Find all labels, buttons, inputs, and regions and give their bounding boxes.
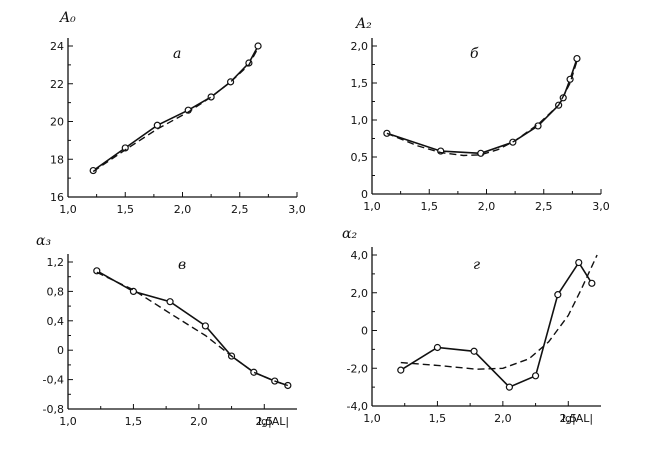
data-point xyxy=(397,366,405,374)
x-tick-label: 2,5 xyxy=(535,200,553,213)
x-tick-label: 1,5 xyxy=(125,415,143,428)
x-tick-label: 1,0 xyxy=(59,415,77,428)
panel-label: г xyxy=(473,257,480,273)
solid-data-line xyxy=(96,270,289,387)
x-tick-label: 1,5 xyxy=(117,203,135,216)
chart-panel-4: 1,0 1,5 2,0 2,5 -4,0 -2,0 0 2,0 4,0 α₂ г lg|AL| xyxy=(342,226,601,425)
x-tick-label: 2,0 xyxy=(190,415,208,428)
x-tick-label: 2,0 xyxy=(174,203,192,216)
data-point xyxy=(121,144,129,152)
x-tick-label: 3,0 xyxy=(288,203,306,216)
x-tick-label: 2,5 xyxy=(256,415,274,428)
y-tick-label: 0 xyxy=(361,325,368,338)
dashed-fit-line xyxy=(400,254,598,370)
dashed-fit-line xyxy=(92,47,259,173)
x-tick-label: 1,0 xyxy=(59,203,77,216)
data-point xyxy=(166,298,174,306)
y-tick-label: 18 xyxy=(50,153,64,166)
y-tick-label: 2,0 xyxy=(351,287,369,300)
y-tick-label: 0 xyxy=(361,188,368,201)
data-point xyxy=(505,383,513,391)
data-point xyxy=(383,129,391,137)
x-tick-label: 2,0 xyxy=(494,412,512,425)
y-tick-label: 0,5 xyxy=(351,151,369,164)
y-tick-label: 1,2 xyxy=(47,256,65,269)
x-tick-label: 2,5 xyxy=(231,203,249,216)
data-point xyxy=(531,372,540,380)
x-tick-label: 2,5 xyxy=(560,412,578,425)
x-tick-label: 1,0 xyxy=(363,412,381,425)
solid-data-line xyxy=(386,58,578,155)
y-tick-label: 2,0 xyxy=(351,40,369,53)
data-point xyxy=(284,381,292,390)
y-axis-label: α₂ xyxy=(342,226,357,242)
solid-data-line xyxy=(92,45,259,172)
data-point xyxy=(254,42,262,50)
dashed-fit-line xyxy=(386,60,578,157)
y-tick-label: 20 xyxy=(50,116,64,129)
x-tick-label: 3,0 xyxy=(592,200,610,213)
data-point xyxy=(575,258,583,267)
x-tick-label: 1,5 xyxy=(421,200,439,213)
y-tick-label: -4,0 xyxy=(347,400,368,413)
y-axis-label: A₀ xyxy=(58,10,76,26)
data-point xyxy=(89,166,97,175)
panel-label: в xyxy=(178,257,186,273)
x-tick-label: 1,0 xyxy=(363,200,381,213)
y-tick-label: 4,0 xyxy=(351,249,369,262)
data-point xyxy=(588,279,596,287)
x-axis-label: lg|AL| xyxy=(258,415,289,428)
chart-panel-1: 1,0 1,5 2,0 2,5 3,0 16 18 20 22 24 A₀ а xyxy=(50,10,306,216)
y-tick-label: 16 xyxy=(50,191,64,204)
panel-label: б xyxy=(470,46,479,62)
y-tick-label: -0,8 xyxy=(43,403,64,416)
data-point xyxy=(433,343,442,352)
data-point xyxy=(477,149,485,157)
y-tick-label: -2,0 xyxy=(347,362,368,375)
y-tick-label: 1,0 xyxy=(351,114,369,127)
panel-label: а xyxy=(173,46,181,62)
y-tick-label: 0 xyxy=(57,344,64,357)
y-tick-label: 24 xyxy=(50,40,64,53)
data-point xyxy=(250,368,258,376)
x-tick-label: 2,0 xyxy=(478,200,496,213)
solid-data-line xyxy=(400,261,593,389)
chart-panel-3: 1,0 1,5 2,0 2,5 -0,8 -0,4 0 0,4 0,8 1,2 α₃ в lg|AL| xyxy=(36,233,297,428)
y-tick-label: -0,4 xyxy=(43,374,64,387)
data-point xyxy=(554,291,562,299)
data-point xyxy=(201,322,209,330)
x-tick-label: 1,5 xyxy=(429,412,447,425)
y-axis-label: α₃ xyxy=(36,233,51,249)
y-axis-label: A₂ xyxy=(354,16,372,32)
chart-panel-2: 1,0 1,5 2,0 2,5 3,0 0 0,5 1,0 1,5 2,0 A₂ б xyxy=(351,16,610,213)
data-point xyxy=(470,347,478,355)
data-point xyxy=(573,54,581,63)
y-tick-label: 1,5 xyxy=(351,77,369,90)
y-tick-label: 0,4 xyxy=(47,315,65,328)
x-axis-label: lg|AL| xyxy=(562,412,593,425)
dashed-fit-line xyxy=(96,271,289,387)
y-tick-label: 22 xyxy=(50,78,64,91)
y-tick-label: 0,8 xyxy=(47,285,65,298)
